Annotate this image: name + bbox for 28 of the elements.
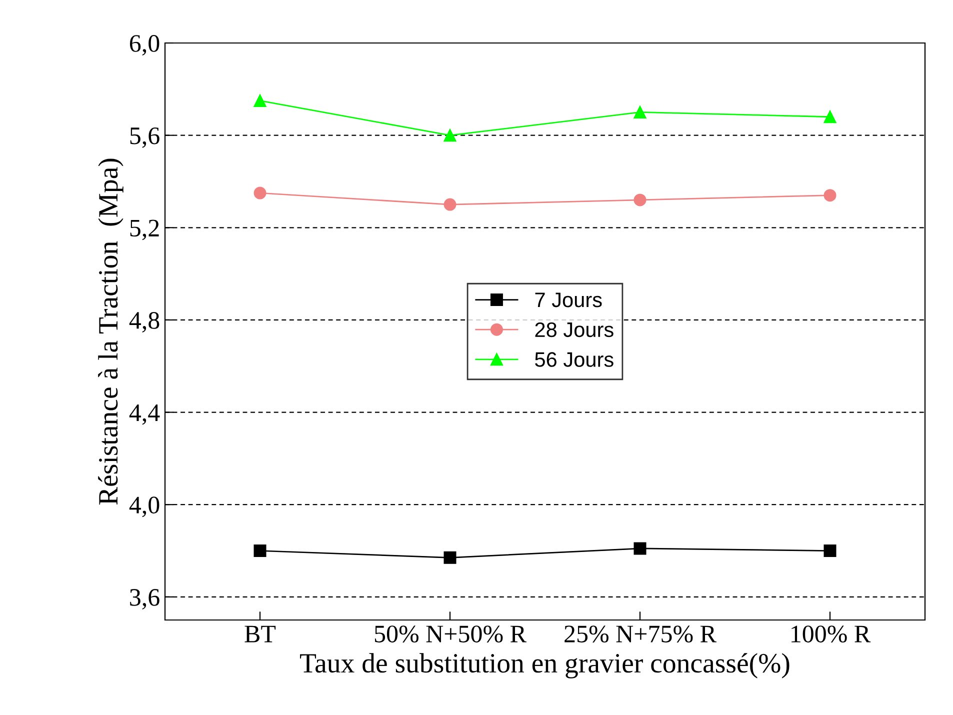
point: [634, 542, 646, 555]
x-tick-label: BT: [244, 626, 276, 642]
y-tick-label: 4,8: [129, 312, 160, 332]
point: [824, 189, 836, 202]
x-tick-label: 100% R: [792, 626, 871, 643]
y-tick-label: 4,0: [129, 496, 160, 518]
point: [254, 94, 266, 107]
x-axis-title: Taux de substitution en gravier concassé(%): [300, 653, 790, 678]
point: [444, 198, 456, 211]
y-axis-title: Résistance à la Traction (Mpa): [98, 158, 124, 505]
point: [824, 544, 836, 558]
point: [254, 186, 266, 200]
y-tick-label: 5,6: [130, 127, 160, 148]
y-tick-label: 4,4: [129, 404, 160, 425]
y-tick-label: 3,6: [130, 589, 160, 610]
point: [634, 106, 646, 118]
point: [824, 110, 836, 124]
legend-label: 28 Jours: [535, 322, 614, 338]
x-tick-label: 25% N+75% R: [564, 626, 716, 643]
point: [634, 194, 646, 206]
point: [444, 551, 456, 564]
legend-label: 7 Jours: [535, 292, 602, 308]
legend-label: 56 Jours: [535, 352, 614, 367]
y-tick-label: 5,2: [130, 220, 159, 240]
x-tick-label: 50% N+50% R: [374, 626, 526, 643]
y-tick-label: 6,0: [130, 35, 160, 56]
point: [444, 129, 456, 142]
point: [254, 544, 266, 558]
